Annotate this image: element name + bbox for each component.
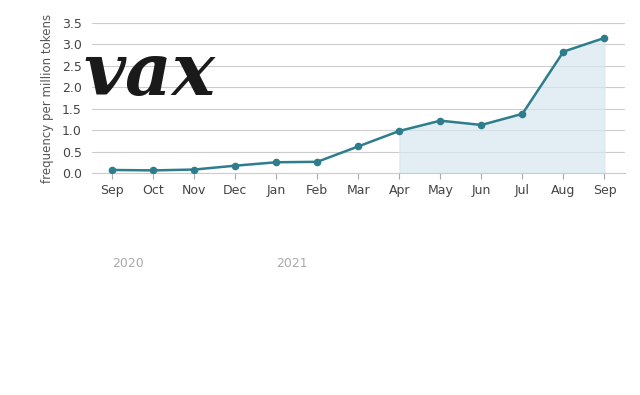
- Point: [435, 117, 445, 124]
- Point: [312, 159, 323, 165]
- Point: [148, 167, 158, 173]
- Point: [353, 143, 364, 150]
- Text: 2021: 2021: [276, 257, 308, 270]
- Point: [230, 162, 241, 169]
- Point: [107, 167, 117, 173]
- Text: 2020: 2020: [112, 257, 144, 270]
- Point: [394, 128, 404, 134]
- Point: [271, 159, 282, 166]
- Point: [517, 111, 527, 117]
- Point: [558, 49, 568, 55]
- Text: vax: vax: [83, 40, 215, 111]
- Y-axis label: frequency per million tokens: frequency per million tokens: [40, 13, 54, 182]
- Point: [189, 166, 199, 173]
- Point: [600, 35, 610, 41]
- Point: [476, 122, 486, 128]
